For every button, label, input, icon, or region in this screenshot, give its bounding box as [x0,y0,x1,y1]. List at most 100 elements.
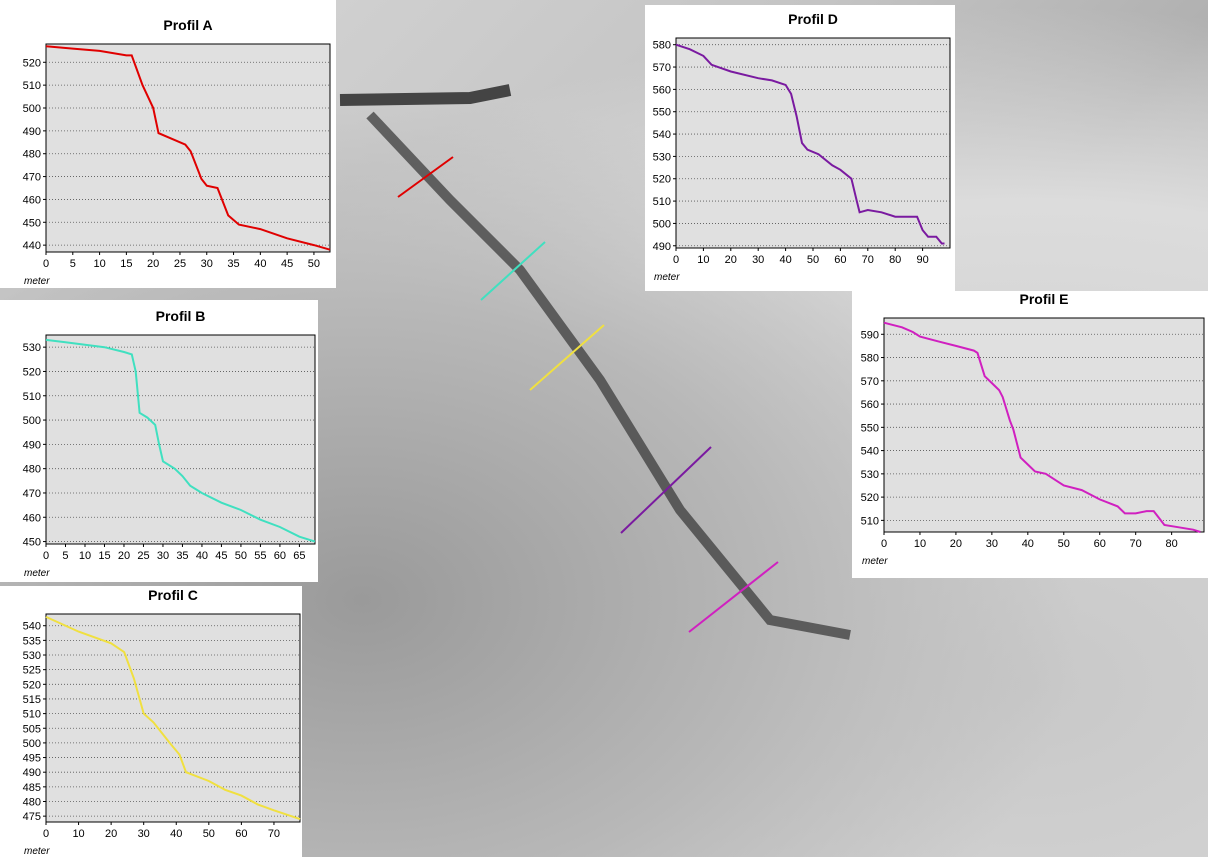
y-tick-label: 520 [23,679,41,691]
x-tick-label: 45 [281,258,293,270]
page: Profil A44045046047048049050051052005101… [0,0,1208,857]
y-tick-label: 495 [23,753,41,765]
profile-line [621,447,711,533]
x-axis-label: meter [24,846,50,857]
y-tick-label: 510 [653,196,671,208]
y-tick-label: 505 [23,723,41,735]
x-tick-label: 0 [43,258,49,270]
y-tick-label: 520 [653,174,671,186]
y-tick-label: 500 [23,415,41,427]
y-tick-label: 520 [23,366,41,378]
x-tick-label: 70 [268,828,280,840]
x-tick-label: 80 [889,254,901,266]
x-tick-label: 35 [176,550,188,562]
x-tick-label: 15 [98,550,110,562]
x-tick-label: 60 [235,828,247,840]
x-tick-label: 90 [916,254,928,266]
y-tick-label: 560 [653,84,671,96]
y-tick-label: 580 [861,353,879,365]
x-tick-label: 55 [254,550,266,562]
x-tick-label: 40 [1022,538,1034,550]
y-tick-label: 535 [23,635,41,647]
y-tick-label: 510 [23,391,41,403]
y-tick-label: 530 [23,650,41,662]
x-tick-label: 45 [215,550,227,562]
x-tick-label: 50 [203,828,215,840]
x-tick-label: 20 [105,828,117,840]
x-tick-label: 0 [43,828,49,840]
x-tick-label: 10 [79,550,91,562]
y-tick-label: 530 [653,151,671,163]
x-tick-label: 60 [274,550,286,562]
y-tick-label: 530 [23,342,41,354]
y-tick-label: 590 [861,329,879,341]
y-tick-label: 475 [23,811,41,823]
y-tick-label: 490 [23,439,41,451]
x-tick-label: 25 [174,258,186,270]
x-tick-label: 10 [93,258,105,270]
x-tick-label: 30 [752,254,764,266]
y-tick-label: 490 [23,767,41,779]
y-tick-label: 470 [23,488,41,500]
x-tick-label: 20 [950,538,962,550]
x-tick-label: 15 [120,258,132,270]
x-tick-label: 40 [779,254,791,266]
plot-area [884,318,1204,532]
x-tick-label: 50 [235,550,247,562]
chart-title: Profil C [148,587,198,603]
y-tick-label: 530 [861,469,879,481]
x-tick-label: 25 [137,550,149,562]
x-tick-label: 30 [201,258,213,270]
y-tick-label: 500 [23,103,41,115]
y-tick-label: 450 [23,217,41,229]
x-tick-label: 40 [196,550,208,562]
y-tick-label: 470 [23,172,41,184]
x-tick-label: 40 [254,258,266,270]
x-tick-label: 10 [697,254,709,266]
x-tick-label: 10 [914,538,926,550]
y-tick-label: 440 [23,240,41,252]
chart-title: Profil E [1019,291,1068,307]
x-tick-label: 5 [62,550,68,562]
x-axis-label: meter [24,276,50,287]
plot-area [46,614,300,822]
y-tick-label: 485 [23,782,41,794]
x-tick-label: 80 [1166,538,1178,550]
x-tick-label: 10 [72,828,84,840]
y-tick-label: 510 [861,515,879,527]
y-tick-label: 450 [23,537,41,549]
y-tick-label: 510 [23,80,41,92]
x-tick-label: 35 [227,258,239,270]
y-tick-label: 515 [23,694,41,706]
y-tick-label: 580 [653,40,671,52]
x-axis-label: meter [24,568,50,579]
y-tick-label: 480 [23,149,41,161]
x-tick-label: 0 [43,550,49,562]
x-tick-label: 30 [138,828,150,840]
x-tick-label: 20 [147,258,159,270]
x-tick-label: 20 [725,254,737,266]
x-tick-label: 50 [807,254,819,266]
y-tick-label: 520 [861,492,879,504]
x-tick-label: 20 [118,550,130,562]
y-tick-label: 460 [23,194,41,206]
x-tick-label: 30 [157,550,169,562]
y-tick-label: 550 [653,107,671,119]
y-tick-label: 540 [861,446,879,458]
x-axis-label: meter [654,272,680,283]
y-tick-label: 500 [653,218,671,230]
y-tick-label: 570 [653,62,671,74]
scarp [340,90,510,100]
x-axis-label: meter [862,556,888,567]
x-tick-label: 60 [834,254,846,266]
x-tick-label: 70 [1130,538,1142,550]
x-tick-label: 50 [308,258,320,270]
y-tick-label: 570 [861,376,879,388]
y-tick-label: 540 [653,129,671,141]
x-tick-label: 60 [1094,538,1106,550]
y-tick-label: 480 [23,796,41,808]
x-tick-label: 0 [881,538,887,550]
y-tick-label: 560 [861,399,879,411]
y-tick-label: 460 [23,512,41,524]
y-tick-label: 550 [861,422,879,434]
